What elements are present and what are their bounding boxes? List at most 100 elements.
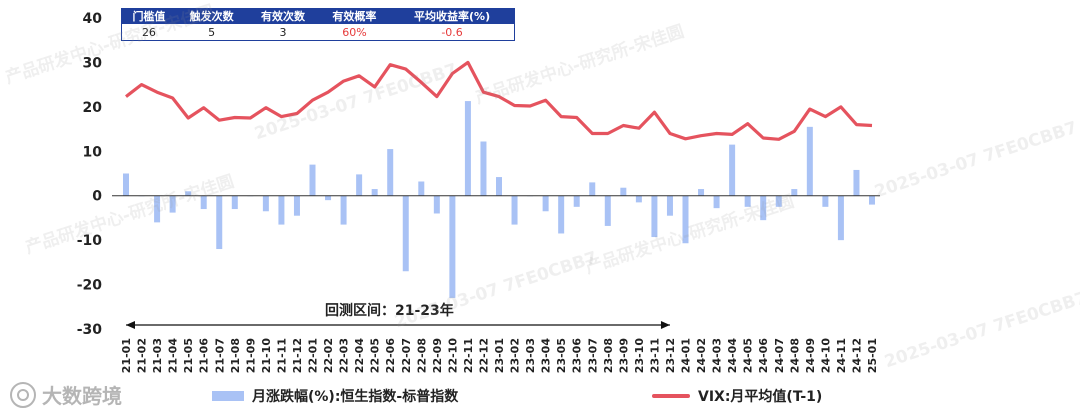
stats-table-value-row: 26 5 3 60% -0.6 (120, 24, 516, 41)
legend-bar-swatch (212, 391, 244, 401)
stats-value-valid-count: 3 (247, 24, 319, 41)
x-tick-label: 22-07 (400, 338, 413, 373)
x-tick-label: 22-11 (462, 338, 475, 373)
x-tick-label: 24-10 (819, 338, 832, 374)
bar-23-12 (666, 195, 673, 216)
bar-24-12 (853, 169, 860, 196)
bar-23-04 (542, 195, 549, 212)
y-tick-label: -30 (77, 322, 103, 338)
stats-value-trigger-count: 5 (175, 24, 248, 41)
y-tick-label: 20 (83, 100, 103, 116)
legend-item-line: VIX:月平均值(T-1) (652, 386, 822, 406)
x-tick-label: 22-08 (415, 338, 428, 373)
bar-22-05 (371, 189, 378, 196)
brand-logo-text: 大数跨境 (42, 384, 122, 408)
bar-22-01 (309, 164, 316, 196)
x-tick-label: 21-07 (213, 338, 226, 373)
bar-21-10 (262, 195, 269, 212)
x-tick-label: 24-12 (850, 338, 863, 373)
x-tick-label: 23-06 (571, 338, 584, 374)
brand-logo-icon (10, 381, 36, 408)
stats-value-valid-prob: 60% (318, 24, 391, 41)
y-tick-label: 30 (83, 55, 103, 71)
x-tick-label: 24-08 (788, 338, 801, 373)
bar-21-08 (231, 195, 238, 210)
x-tick-label: 22-05 (369, 338, 382, 373)
x-tick-label: 22-06 (384, 338, 397, 374)
bar-23-11 (651, 195, 658, 238)
x-tick-label: 21-09 (244, 338, 257, 373)
x-tick-label: 22-04 (353, 338, 366, 374)
bar-22-03 (340, 195, 347, 225)
x-tick-label: 21-06 (198, 338, 211, 374)
x-tick-label: 21-04 (167, 338, 180, 374)
bar-series (123, 101, 875, 298)
bar-22-06 (387, 149, 394, 196)
legend-line-label: VIX:月平均值(T-1) (698, 389, 823, 405)
stats-value-avg-return: -0.6 (390, 24, 516, 41)
annotation-arrow-right-head (660, 321, 670, 329)
bar-23-06 (573, 195, 580, 207)
bar-21-11 (278, 195, 285, 225)
y-tick-label: 10 (83, 144, 103, 160)
bar-23-10 (635, 195, 642, 203)
stats-header-valid-count: 有效次数 (247, 8, 319, 24)
x-tick-label: 23-02 (509, 338, 522, 373)
x-tick-label: 23-09 (617, 338, 630, 373)
stats-header-valid-prob: 有效概率 (318, 8, 391, 24)
bar-24-08 (791, 189, 798, 196)
x-tick-label: 21-10 (260, 338, 273, 374)
bar-23-01 (496, 177, 502, 196)
x-tick-label: 24-05 (742, 338, 755, 373)
x-tick-label: 23-11 (648, 338, 661, 373)
bar-24-05 (744, 195, 751, 207)
legend-bar-label: 月涨跌幅(%):恒生指数-标普指数 (252, 389, 459, 405)
x-tick-label: 23-04 (540, 338, 553, 374)
brand-logo: 大数跨境 (10, 380, 122, 409)
x-tick-label: 22-09 (431, 338, 444, 373)
x-tick-label: 23-10 (633, 338, 646, 374)
bar-23-09 (620, 187, 627, 196)
stats-header-avg-return: 平均收益率(%) (390, 8, 516, 24)
x-tick-label: 22-10 (446, 338, 459, 374)
x-tick-label: 23-01 (493, 338, 506, 373)
bar-22-04 (356, 174, 363, 196)
bar-24-02 (698, 189, 705, 196)
x-tick-label: 24-02 (695, 338, 708, 373)
y-tick-label: 0 (92, 189, 102, 205)
bar-24-11 (837, 195, 844, 241)
x-tick-label: 24-07 (773, 338, 786, 373)
x-tick-label: 23-12 (664, 338, 677, 373)
bar-24-06 (760, 195, 767, 221)
x-tick-label: 21-01 (120, 338, 133, 373)
bar-23-02 (511, 195, 518, 225)
bar-22-02 (325, 195, 332, 201)
bar-21-04 (169, 195, 176, 213)
bar-24-07 (775, 195, 782, 207)
stats-table: 门槛值 触发次数 有效次数 有效概率 平均收益率(%) 26 5 3 60% -… (120, 8, 516, 41)
bar-21-01 (123, 173, 129, 196)
annotation-arrow-left-head (126, 321, 135, 329)
stats-value-threshold: 26 (120, 24, 176, 41)
annotation-label: 回测区间：21-23年 (325, 302, 454, 319)
x-tick-label: 23-03 (524, 338, 537, 373)
bar-22-08 (418, 181, 425, 196)
x-tick-label: 25-01 (866, 338, 879, 373)
stats-table-header-row: 门槛值 触发次数 有效次数 有效概率 平均收益率(%) (120, 8, 516, 24)
x-tick-label: 23-07 (586, 338, 599, 373)
bar-24-09 (806, 126, 813, 196)
y-tick-label: 40 (83, 11, 103, 27)
y-axis: -30 -20 -10 0 10 20 30 40 (77, 11, 103, 338)
bar-23-08 (604, 195, 611, 226)
legend-line-swatch (652, 394, 690, 398)
x-tick-label: 22-12 (477, 338, 490, 373)
x-tick-label: 21-05 (182, 338, 195, 373)
y-tick-label: -20 (77, 278, 103, 294)
x-tick-label: 23-08 (602, 338, 615, 373)
x-tick-label: 21-02 (136, 338, 149, 373)
x-axis: 21-01 21-02 21-03 21-04 21-05 21-06 21-07 21-08… (120, 338, 879, 374)
x-tick-label: 22-01 (307, 338, 320, 373)
bar-21-05 (185, 191, 192, 196)
bar-23-07 (589, 182, 596, 196)
